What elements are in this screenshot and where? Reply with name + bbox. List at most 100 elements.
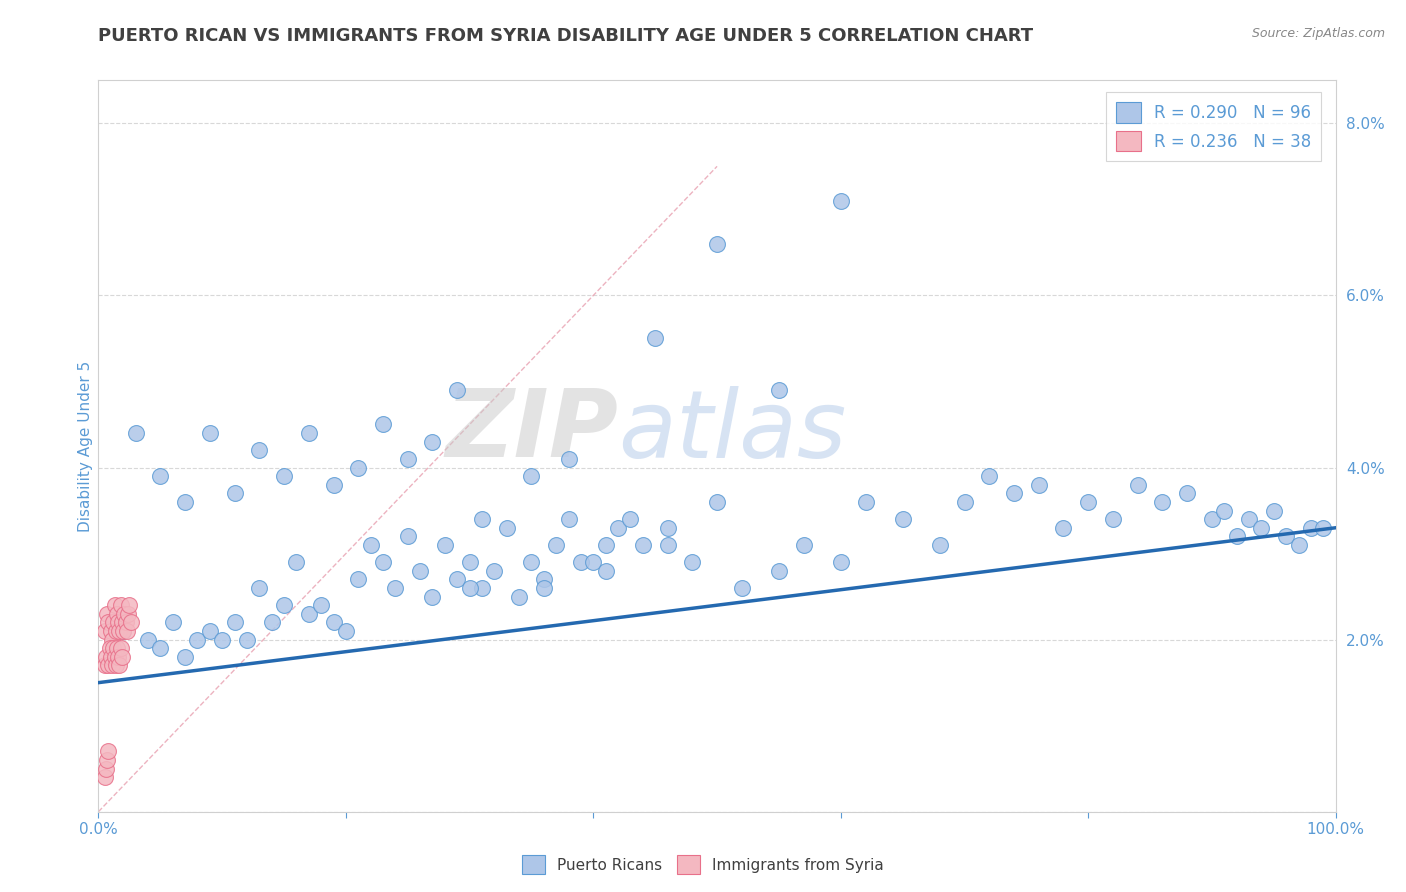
Point: [100, 649, 122, 664]
Point: [149, 641, 172, 656]
Point: [891, 512, 914, 526]
Point: [97, 744, 120, 758]
Point: [557, 512, 579, 526]
Point: [1002, 486, 1025, 500]
Point: [112, 624, 135, 638]
Point: [830, 194, 852, 208]
Point: [322, 615, 344, 630]
Point: [768, 564, 790, 578]
Point: [1077, 495, 1099, 509]
Point: [409, 564, 432, 578]
Point: [595, 538, 617, 552]
Point: [768, 383, 790, 397]
Point: [706, 495, 728, 509]
Point: [104, 658, 127, 673]
Point: [112, 607, 135, 621]
Point: [1102, 512, 1125, 526]
Point: [107, 615, 129, 630]
Point: [595, 564, 617, 578]
Text: ZIP: ZIP: [446, 385, 619, 477]
Point: [273, 469, 295, 483]
Point: [793, 538, 815, 552]
Point: [1213, 503, 1236, 517]
Point: [347, 460, 370, 475]
Point: [111, 649, 134, 664]
Point: [93, 658, 115, 673]
Point: [1263, 503, 1285, 517]
Point: [93, 624, 115, 638]
Point: [557, 451, 579, 466]
Point: [112, 624, 135, 638]
Point: [458, 581, 481, 595]
Point: [120, 615, 142, 630]
Point: [706, 236, 728, 251]
Point: [681, 555, 703, 569]
Point: [309, 598, 332, 612]
Point: [458, 555, 481, 569]
Point: [97, 658, 120, 673]
Point: [93, 770, 115, 784]
Point: [224, 486, 246, 500]
Point: [384, 581, 406, 595]
Point: [104, 624, 127, 638]
Point: [484, 564, 506, 578]
Point: [855, 495, 877, 509]
Point: [110, 598, 132, 612]
Point: [953, 495, 976, 509]
Point: [495, 521, 517, 535]
Point: [928, 538, 950, 552]
Point: [657, 538, 679, 552]
Point: [322, 477, 344, 491]
Point: [107, 649, 129, 664]
Point: [94, 762, 117, 776]
Point: [98, 641, 121, 656]
Point: [619, 512, 641, 526]
Point: [446, 383, 468, 397]
Point: [149, 469, 172, 483]
Point: [471, 512, 494, 526]
Point: [103, 641, 125, 656]
Point: [371, 555, 394, 569]
Point: [100, 624, 122, 638]
Point: [162, 615, 184, 630]
Point: [198, 426, 221, 441]
Point: [1312, 521, 1334, 535]
Text: PUERTO RICAN VS IMMIGRANTS FROM SYRIA DISABILITY AGE UNDER 5 CORRELATION CHART: PUERTO RICAN VS IMMIGRANTS FROM SYRIA DI…: [98, 27, 1033, 45]
Point: [174, 495, 197, 509]
Text: atlas: atlas: [619, 386, 846, 477]
Point: [108, 658, 131, 673]
Point: [247, 443, 270, 458]
Legend: Puerto Ricans, Immigrants from Syria: Puerto Ricans, Immigrants from Syria: [516, 849, 890, 880]
Point: [520, 555, 543, 569]
Point: [396, 451, 419, 466]
Point: [115, 624, 138, 638]
Point: [108, 624, 131, 638]
Point: [174, 649, 197, 664]
Point: [105, 607, 128, 621]
Point: [211, 632, 233, 647]
Point: [1126, 477, 1149, 491]
Point: [446, 573, 468, 587]
Point: [224, 615, 246, 630]
Point: [607, 521, 630, 535]
Point: [471, 581, 494, 595]
Point: [433, 538, 456, 552]
Point: [103, 649, 125, 664]
Point: [117, 607, 139, 621]
Point: [97, 615, 120, 630]
Point: [186, 632, 208, 647]
Point: [1226, 529, 1249, 543]
Point: [1299, 521, 1322, 535]
Point: [285, 555, 308, 569]
Point: [644, 331, 666, 345]
Point: [298, 607, 321, 621]
Point: [1028, 477, 1050, 491]
Point: [422, 590, 444, 604]
Point: [422, 434, 444, 449]
Point: [298, 426, 321, 441]
Point: [103, 615, 125, 630]
Point: [347, 573, 370, 587]
Text: Source: ZipAtlas.com: Source: ZipAtlas.com: [1251, 27, 1385, 40]
Point: [1201, 512, 1223, 526]
Point: [273, 598, 295, 612]
